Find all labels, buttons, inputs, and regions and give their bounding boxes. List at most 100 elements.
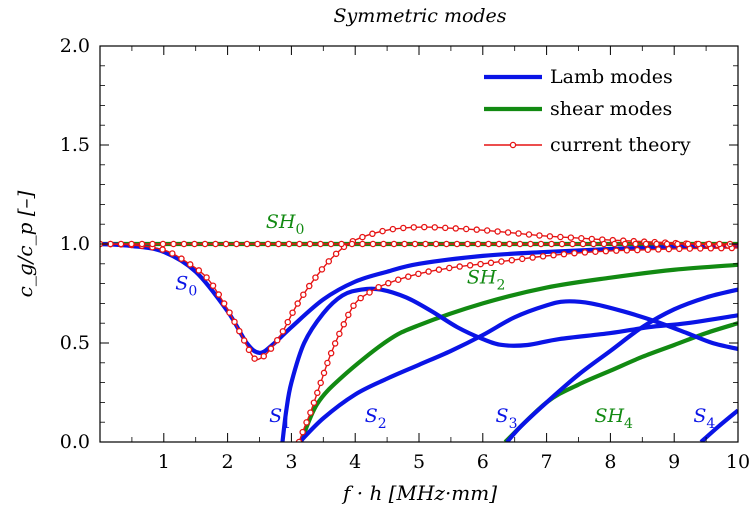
theory-marker	[644, 246, 652, 254]
theory-marker	[684, 240, 692, 248]
x-tick-label: 8	[604, 451, 616, 473]
y-tick-label: 1.5	[60, 134, 90, 156]
theory-marker	[506, 240, 513, 248]
theory-marker	[579, 240, 587, 248]
theory-marker	[485, 240, 492, 248]
y-tick-label: 2.0	[60, 35, 90, 57]
theory-marker	[186, 261, 194, 268]
theory-marker	[366, 289, 373, 296]
y-tick-label: 1.0	[60, 233, 90, 255]
theory-marker	[653, 240, 660, 248]
theory-marker	[318, 266, 326, 273]
theory-marker	[260, 352, 268, 360]
legend-label-theory: current theory	[550, 134, 691, 156]
x-tick-label: 3	[285, 451, 297, 473]
x-tick-label: 6	[477, 451, 489, 473]
theory-marker	[600, 240, 608, 248]
theory-marker	[537, 240, 545, 248]
theory-marker	[264, 240, 272, 248]
lamb-curve	[298, 299, 738, 442]
lamb-curve	[505, 287, 738, 442]
lamb-curve	[699, 408, 738, 442]
y-axis-label: c_g/c_p [–]	[13, 190, 37, 297]
theory-marker	[442, 224, 449, 232]
shear-curve	[299, 262, 738, 442]
theory-marker	[325, 258, 333, 265]
theory-marker	[379, 227, 386, 235]
theory-marker	[359, 240, 366, 248]
x-tick-label: 9	[668, 451, 680, 473]
x-tick-label: 7	[541, 451, 553, 473]
theory-marker	[548, 240, 555, 248]
theory-marker	[536, 232, 543, 239]
ticks-layer: 1 2 3 4 5 6 7 8 9 10 0.0 0.5 1.0 1.5 2.0	[60, 35, 750, 473]
theory-marker	[195, 267, 203, 274]
theory-marker	[411, 240, 419, 248]
legend: Lamb modes shear modes current theory	[484, 66, 691, 156]
theory-marker	[222, 240, 230, 248]
theory-marker	[317, 379, 324, 387]
theory-marker	[453, 240, 461, 248]
theory-marker	[275, 240, 282, 248]
theory-marker	[191, 240, 198, 248]
theory-marker	[369, 240, 377, 248]
theory-marker	[375, 283, 382, 291]
theory-marker	[602, 247, 610, 255]
x-tick-label: 4	[349, 451, 361, 473]
theory-marker	[477, 260, 484, 268]
mode-label: S0	[175, 273, 197, 300]
x-tick-label: 5	[413, 451, 425, 473]
plot-frame	[99, 45, 739, 443]
theory-marker	[345, 311, 352, 319]
x-tick-label: 1	[158, 451, 170, 473]
theory-marker	[348, 240, 356, 248]
theory-marker	[299, 428, 306, 436]
curves-layer	[100, 223, 738, 442]
theory-marker	[294, 300, 301, 307]
theory-marker	[422, 240, 429, 248]
theory-marker	[623, 247, 631, 254]
mode-label: SH0	[266, 211, 305, 238]
theory-marker	[180, 240, 188, 248]
theory-marker	[425, 268, 432, 275]
theory-marker	[560, 250, 568, 258]
theory-marker	[504, 229, 512, 236]
theory-marker	[350, 302, 357, 309]
theory-marker	[226, 309, 233, 316]
theory-marker	[431, 224, 439, 231]
theory-marker	[324, 359, 331, 367]
theory-marker	[487, 259, 495, 267]
theory-marker	[215, 291, 223, 298]
theory-marker	[254, 240, 261, 248]
theory-marker	[389, 225, 397, 233]
theory-marker	[421, 223, 428, 231]
x-tick-label: 10	[726, 451, 750, 473]
theory-marker	[385, 279, 392, 287]
theory-marker	[435, 266, 443, 273]
theory-marker	[274, 336, 281, 344]
theory-marker	[705, 240, 713, 248]
theory-marker	[527, 240, 534, 248]
theory-marker	[296, 240, 303, 248]
theory-marker	[236, 327, 243, 335]
theory-marker	[515, 230, 522, 237]
theory-marker	[567, 234, 575, 241]
theory-marker	[306, 282, 313, 290]
theory-marker	[212, 240, 219, 248]
theory-marker	[284, 318, 292, 326]
theory-marker	[443, 240, 450, 248]
mode-label: S4	[693, 405, 715, 432]
theory-marker	[279, 328, 287, 335]
theory-marker	[569, 240, 576, 248]
y-tick-label: 0.5	[60, 332, 90, 354]
theory-marker	[201, 240, 209, 248]
theory-marker	[289, 309, 296, 316]
mode-label: S3	[496, 405, 518, 432]
theory-marker	[473, 226, 480, 233]
theory-marker	[327, 240, 335, 248]
legend-label-shear: shear modes	[550, 98, 672, 120]
theory-marker	[642, 240, 650, 248]
theory-marker	[613, 247, 620, 254]
theory-marker	[550, 251, 557, 259]
